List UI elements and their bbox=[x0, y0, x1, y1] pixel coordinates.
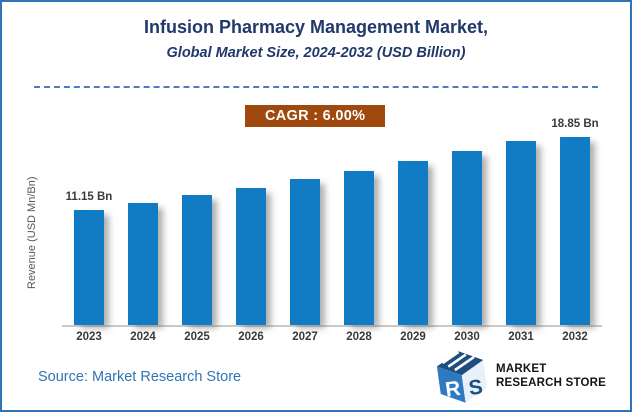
cagr-badge: CAGR : 6.00% bbox=[245, 105, 386, 127]
x-axis-labels: 2023 2024 2025 2026 2027 2028 2029 2030 2031 2032 bbox=[62, 331, 602, 343]
brand-logo: R S MARKET RESEARCH STORE bbox=[436, 349, 606, 405]
brand-logo-line1: MARKET bbox=[496, 363, 547, 376]
logo-monogram-r: R bbox=[444, 377, 462, 402]
bar-slot bbox=[116, 118, 170, 325]
logo-monogram-s: S bbox=[467, 375, 484, 400]
bar-slot bbox=[386, 118, 440, 325]
dashed-divider bbox=[34, 86, 598, 88]
bar-2029 bbox=[398, 161, 428, 325]
bar-slot bbox=[332, 118, 386, 325]
y-axis-title: Revenue (USD Mn/Bn) bbox=[26, 176, 38, 290]
bar-2027 bbox=[290, 179, 320, 325]
brand-logo-text: MARKET RESEARCH STORE bbox=[496, 363, 606, 390]
bar-slot bbox=[170, 118, 224, 325]
x-tick-2025: 2025 bbox=[184, 331, 210, 343]
x-tick-2023: 2023 bbox=[76, 331, 102, 343]
bar-value-label: 11.15 Bn bbox=[65, 190, 113, 203]
bar-slot: 11.15 Bn bbox=[62, 118, 116, 325]
bar-2031 bbox=[506, 141, 536, 325]
mrs-cube-logo-icon: R S bbox=[436, 351, 488, 403]
bar-2026 bbox=[236, 187, 266, 325]
plot-area: 11.15 Bn 18.85 Bn bbox=[62, 118, 602, 327]
x-tick-2026: 2026 bbox=[238, 331, 264, 343]
bar-value-label: 18.85 Bn bbox=[551, 118, 599, 130]
bar-slot bbox=[440, 118, 494, 325]
bar-slot bbox=[224, 118, 278, 325]
footer: Source: Market Research Store R S MARKET… bbox=[2, 346, 630, 408]
source-note: Source: Market Research Store bbox=[38, 369, 242, 385]
chart-subtitle: Global Market Size, 2024-2032 (USD Billi… bbox=[166, 45, 466, 61]
bar-slot: 18.85 Bn bbox=[548, 118, 602, 325]
bar-2024 bbox=[128, 202, 158, 325]
bar-2030 bbox=[452, 151, 482, 325]
x-tick-2024: 2024 bbox=[130, 331, 156, 343]
x-tick-2028: 2028 bbox=[346, 331, 372, 343]
x-tick-2031: 2031 bbox=[508, 331, 534, 343]
bar-2023 bbox=[74, 209, 104, 325]
x-tick-2027: 2027 bbox=[292, 331, 318, 343]
bar-slot bbox=[494, 118, 548, 325]
x-tick-2032: 2032 bbox=[562, 331, 588, 343]
x-tick-2030: 2030 bbox=[454, 331, 480, 343]
chart-header: Infusion Pharmacy Management Market, Glo… bbox=[2, 2, 630, 63]
x-tick-2029: 2029 bbox=[400, 331, 426, 343]
bar-2025 bbox=[182, 195, 212, 325]
chart-title: Infusion Pharmacy Management Market, bbox=[143, 17, 489, 37]
bar-2032 bbox=[560, 137, 590, 325]
brand-logo-line2: RESEARCH STORE bbox=[496, 377, 606, 389]
bar-slot bbox=[278, 118, 332, 325]
bar-2028 bbox=[344, 170, 374, 325]
bar-chart: CAGR : 6.00% Revenue (USD Mn/Bn) 11.15 B… bbox=[2, 88, 630, 344]
